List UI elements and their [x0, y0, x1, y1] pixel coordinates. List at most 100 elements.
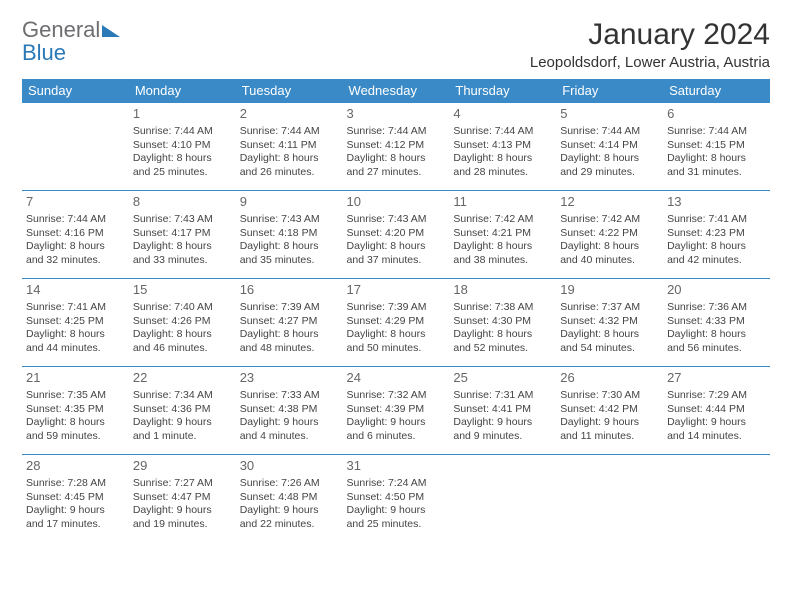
day-number: 9	[240, 194, 339, 211]
day-number: 25	[453, 370, 552, 387]
logo-text-blue: Blue	[22, 40, 66, 65]
day-info-line: Sunset: 4:14 PM	[560, 139, 659, 153]
day-number: 6	[667, 106, 766, 123]
day-info-line: and 48 minutes.	[240, 342, 339, 356]
day-header: Tuesday	[236, 79, 343, 103]
day-number: 10	[347, 194, 446, 211]
day-number: 8	[133, 194, 232, 211]
day-info-line: Sunset: 4:50 PM	[347, 491, 446, 505]
day-number: 18	[453, 282, 552, 299]
day-info-line: Sunrise: 7:44 AM	[560, 125, 659, 139]
day-info-line: Sunset: 4:45 PM	[26, 491, 125, 505]
calendar-empty-cell	[663, 455, 770, 543]
day-info-line: Daylight: 8 hours	[667, 152, 766, 166]
day-info-line: and 54 minutes.	[560, 342, 659, 356]
day-info-line: Sunset: 4:25 PM	[26, 315, 125, 329]
day-info-line: Sunrise: 7:41 AM	[667, 213, 766, 227]
page-title: January 2024	[530, 18, 770, 52]
day-info-line: Sunset: 4:11 PM	[240, 139, 339, 153]
day-info-line: Sunset: 4:15 PM	[667, 139, 766, 153]
day-info-line: and 25 minutes.	[347, 518, 446, 532]
day-info-line: Daylight: 8 hours	[240, 152, 339, 166]
calendar-day-cell: 29Sunrise: 7:27 AMSunset: 4:47 PMDayligh…	[129, 455, 236, 543]
day-info-line: Daylight: 9 hours	[133, 416, 232, 430]
day-info-line: and 1 minute.	[133, 430, 232, 444]
day-number: 3	[347, 106, 446, 123]
calendar-day-cell: 17Sunrise: 7:39 AMSunset: 4:29 PMDayligh…	[343, 279, 450, 367]
day-info-line: Daylight: 8 hours	[133, 152, 232, 166]
day-header: Friday	[556, 79, 663, 103]
day-info-line: Sunrise: 7:39 AM	[347, 301, 446, 315]
day-info-line: Sunrise: 7:38 AM	[453, 301, 552, 315]
day-info-line: Sunset: 4:20 PM	[347, 227, 446, 241]
day-info-line: Sunset: 4:36 PM	[133, 403, 232, 417]
day-info-line: Sunrise: 7:31 AM	[453, 389, 552, 403]
calendar-day-cell: 19Sunrise: 7:37 AMSunset: 4:32 PMDayligh…	[556, 279, 663, 367]
calendar-head: SundayMondayTuesdayWednesdayThursdayFrid…	[22, 79, 770, 103]
calendar-week-row: 28Sunrise: 7:28 AMSunset: 4:45 PMDayligh…	[22, 455, 770, 543]
day-info-line: Daylight: 8 hours	[453, 328, 552, 342]
day-info-line: and 6 minutes.	[347, 430, 446, 444]
day-info-line: Sunset: 4:33 PM	[667, 315, 766, 329]
day-info-line: Daylight: 9 hours	[560, 416, 659, 430]
day-number: 1	[133, 106, 232, 123]
day-header: Sunday	[22, 79, 129, 103]
day-info-line: and 4 minutes.	[240, 430, 339, 444]
day-number: 31	[347, 458, 446, 475]
day-info-line: and 17 minutes.	[26, 518, 125, 532]
calendar-day-cell: 13Sunrise: 7:41 AMSunset: 4:23 PMDayligh…	[663, 191, 770, 279]
day-of-week-row: SundayMondayTuesdayWednesdayThursdayFrid…	[22, 79, 770, 103]
day-info-line: Sunset: 4:17 PM	[133, 227, 232, 241]
calendar-day-cell: 25Sunrise: 7:31 AMSunset: 4:41 PMDayligh…	[449, 367, 556, 455]
day-info-line: and 52 minutes.	[453, 342, 552, 356]
day-info-line: and 14 minutes.	[667, 430, 766, 444]
logo-text: General Blue	[22, 18, 120, 64]
day-header: Monday	[129, 79, 236, 103]
day-info-line: Sunrise: 7:32 AM	[347, 389, 446, 403]
day-info-line: and 25 minutes.	[133, 166, 232, 180]
day-info-line: Daylight: 8 hours	[560, 240, 659, 254]
logo-mark-icon	[102, 25, 120, 37]
day-info-line: Daylight: 8 hours	[560, 152, 659, 166]
day-info-line: and 38 minutes.	[453, 254, 552, 268]
day-info-line: and 56 minutes.	[667, 342, 766, 356]
day-number: 26	[560, 370, 659, 387]
calendar-day-cell: 1Sunrise: 7:44 AMSunset: 4:10 PMDaylight…	[129, 103, 236, 191]
day-info-line: and 11 minutes.	[560, 430, 659, 444]
day-info-line: Sunrise: 7:44 AM	[667, 125, 766, 139]
day-info-line: Daylight: 8 hours	[453, 152, 552, 166]
calendar-day-cell: 10Sunrise: 7:43 AMSunset: 4:20 PMDayligh…	[343, 191, 450, 279]
header: General Blue January 2024 Leopoldsdorf, …	[22, 18, 770, 71]
logo: General Blue	[22, 18, 120, 64]
calendar-day-cell: 28Sunrise: 7:28 AMSunset: 4:45 PMDayligh…	[22, 455, 129, 543]
day-info-line: Daylight: 8 hours	[26, 240, 125, 254]
location-subtitle: Leopoldsdorf, Lower Austria, Austria	[530, 54, 770, 71]
calendar-day-cell: 26Sunrise: 7:30 AMSunset: 4:42 PMDayligh…	[556, 367, 663, 455]
day-info-line: Daylight: 8 hours	[560, 328, 659, 342]
day-info-line: Sunrise: 7:44 AM	[453, 125, 552, 139]
day-info-line: Daylight: 8 hours	[347, 328, 446, 342]
calendar-day-cell: 7Sunrise: 7:44 AMSunset: 4:16 PMDaylight…	[22, 191, 129, 279]
day-info-line: Daylight: 9 hours	[133, 504, 232, 518]
day-number: 22	[133, 370, 232, 387]
calendar-empty-cell	[556, 455, 663, 543]
day-info-line: Daylight: 8 hours	[347, 240, 446, 254]
calendar-day-cell: 3Sunrise: 7:44 AMSunset: 4:12 PMDaylight…	[343, 103, 450, 191]
day-info-line: and 44 minutes.	[26, 342, 125, 356]
day-info-line: Sunrise: 7:41 AM	[26, 301, 125, 315]
day-info-line: Daylight: 8 hours	[240, 240, 339, 254]
day-info-line: Sunrise: 7:35 AM	[26, 389, 125, 403]
day-header: Thursday	[449, 79, 556, 103]
day-info-line: Sunrise: 7:34 AM	[133, 389, 232, 403]
day-info-line: and 40 minutes.	[560, 254, 659, 268]
calendar-table: SundayMondayTuesdayWednesdayThursdayFrid…	[22, 79, 770, 543]
calendar-day-cell: 11Sunrise: 7:42 AMSunset: 4:21 PMDayligh…	[449, 191, 556, 279]
calendar-week-row: 14Sunrise: 7:41 AMSunset: 4:25 PMDayligh…	[22, 279, 770, 367]
calendar-day-cell: 9Sunrise: 7:43 AMSunset: 4:18 PMDaylight…	[236, 191, 343, 279]
day-info-line: Sunset: 4:27 PM	[240, 315, 339, 329]
day-info-line: Sunrise: 7:40 AM	[133, 301, 232, 315]
day-info-line: and 22 minutes.	[240, 518, 339, 532]
calendar-empty-cell	[22, 103, 129, 191]
day-number: 30	[240, 458, 339, 475]
day-info-line: Daylight: 8 hours	[240, 328, 339, 342]
